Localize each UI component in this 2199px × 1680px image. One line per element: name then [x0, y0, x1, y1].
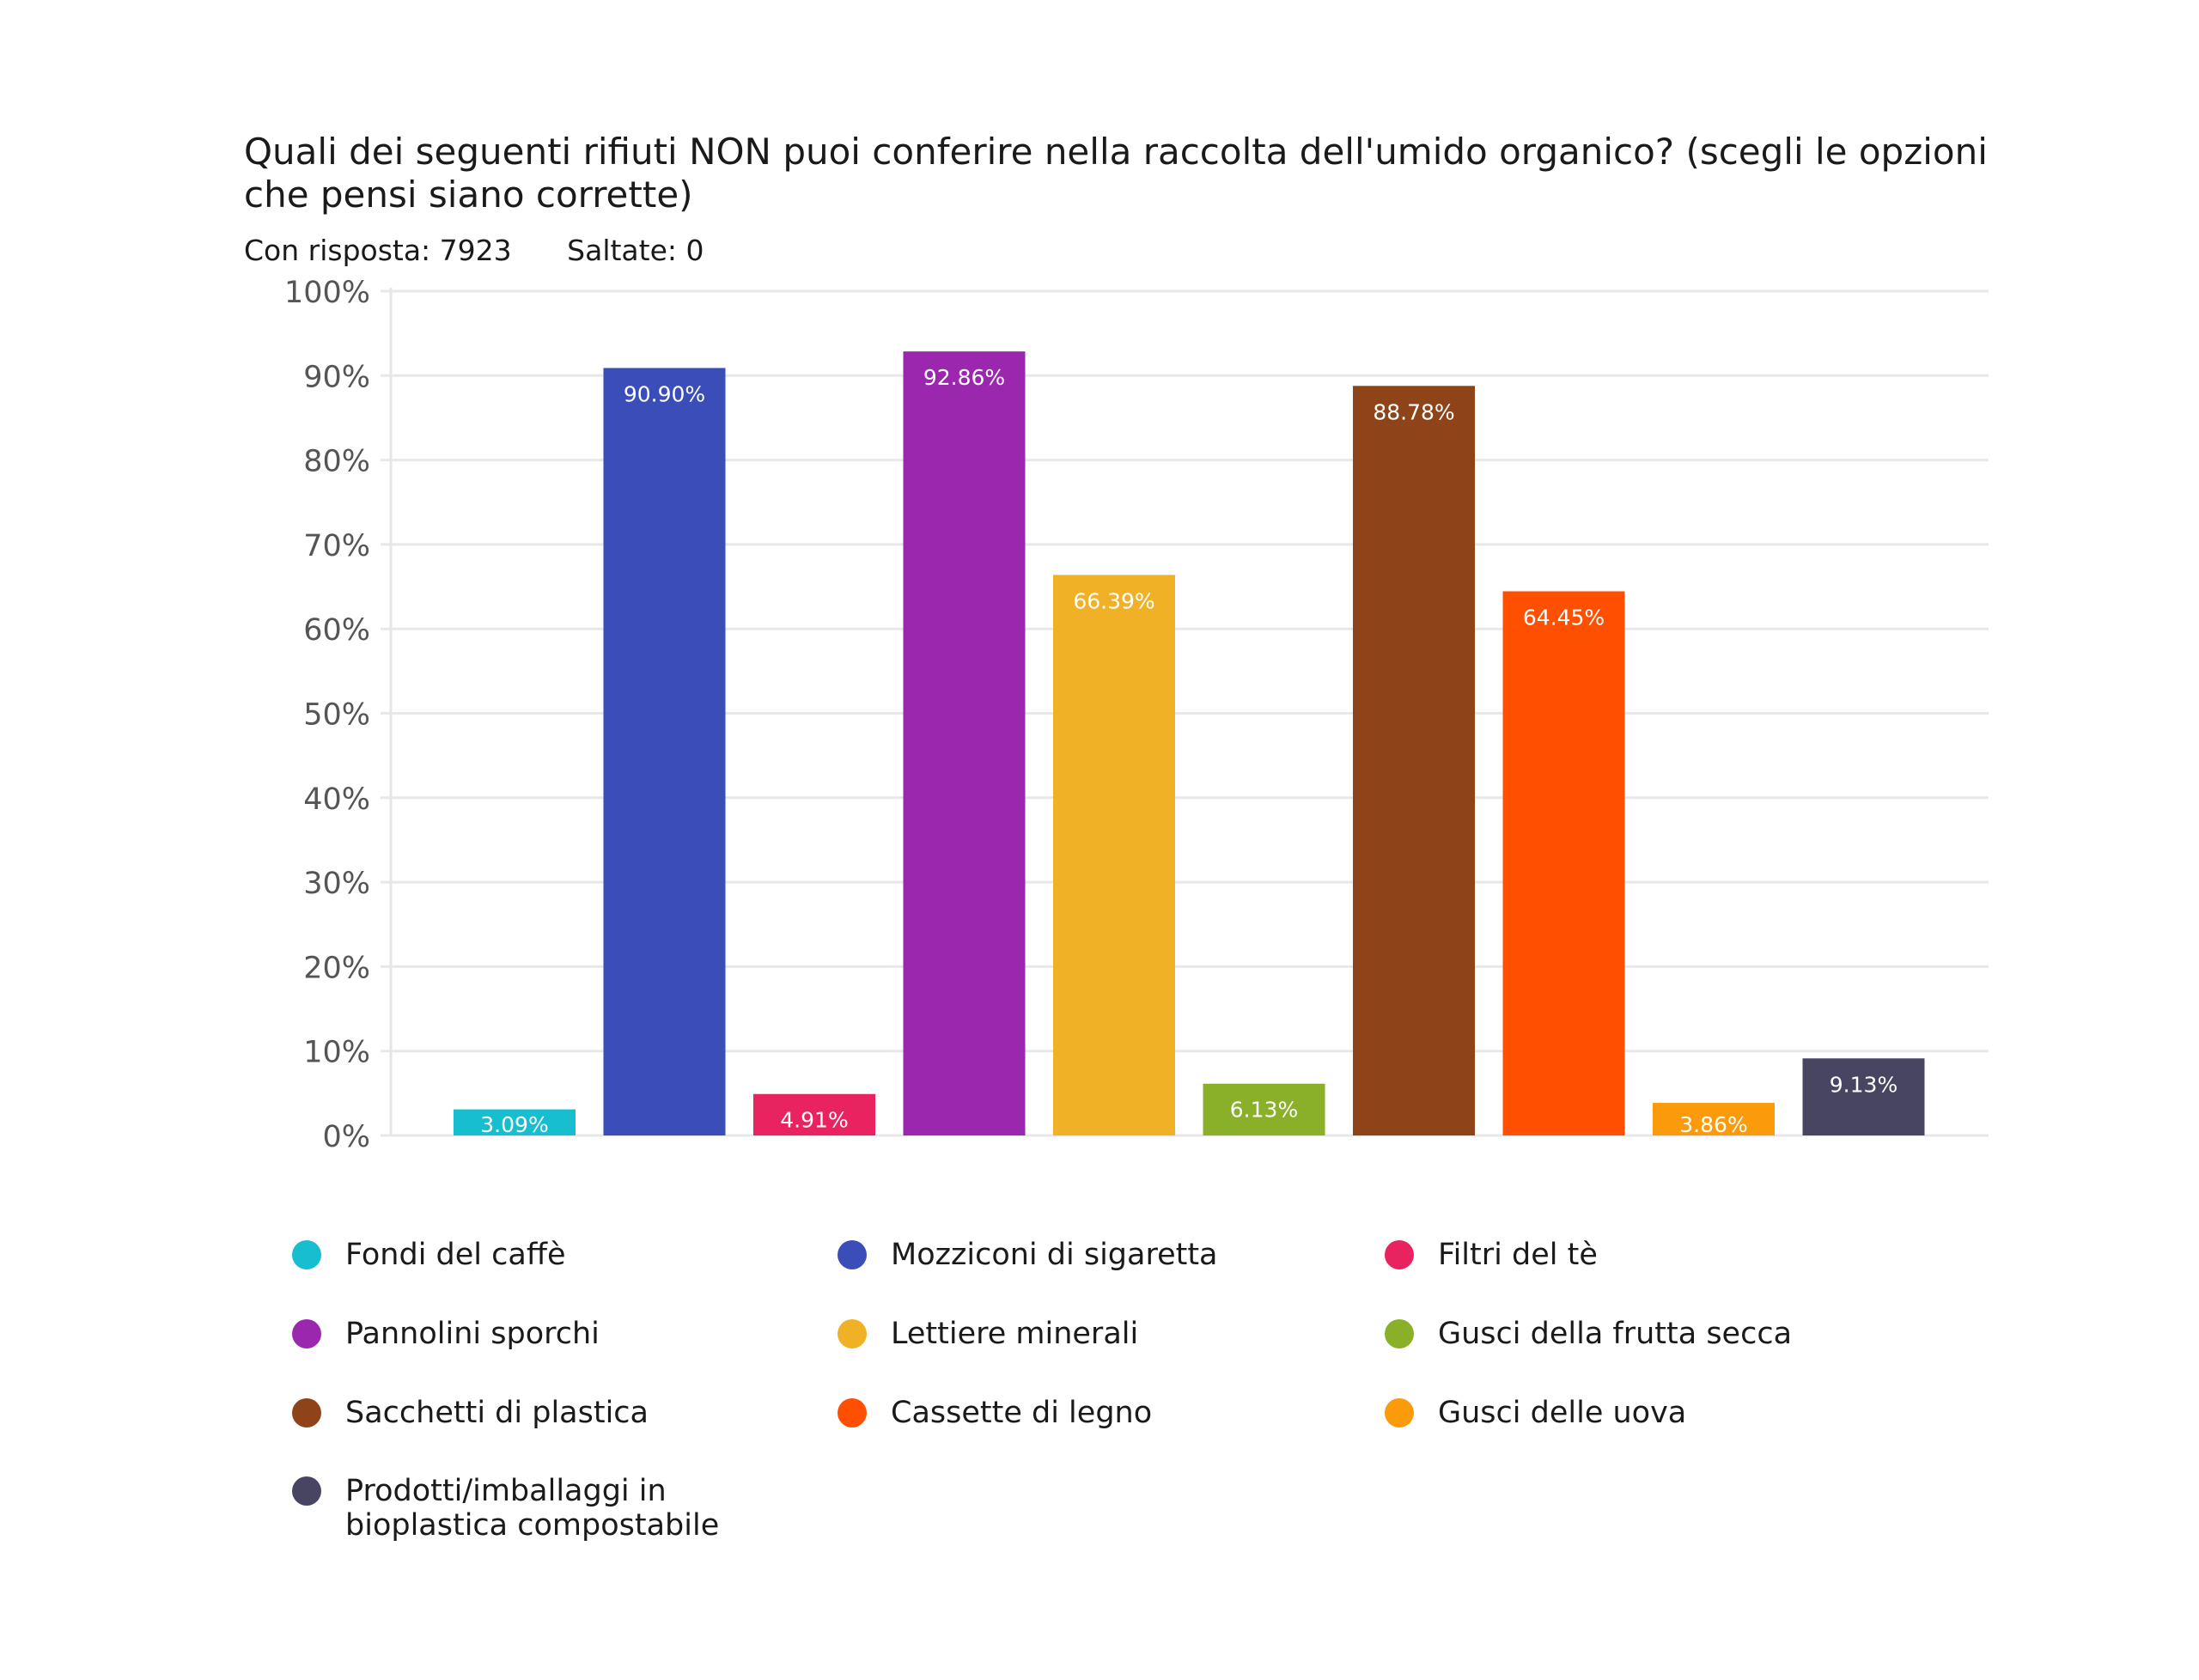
- bar[interactable]: [753, 1093, 875, 1135]
- legend-item[interactable]: Prodotti/imballaggi in bioplastica compos…: [292, 1474, 792, 1543]
- legend-label: Sacchetti di plastica: [345, 1396, 792, 1430]
- legend-label: Gusci della frutta secca: [1438, 1317, 1885, 1351]
- bar-data-label: 66.39%: [1073, 588, 1154, 613]
- legend-dot-icon: [292, 1240, 321, 1269]
- legend-label: Prodotti/imballaggi in bioplastica compos…: [345, 1474, 792, 1543]
- legend-dot-icon: [838, 1398, 867, 1427]
- y-tick-label: 40%: [303, 782, 370, 817]
- bar-data-label: 4.91%: [780, 1108, 848, 1133]
- legend-dot-icon: [292, 1398, 321, 1427]
- legend-dot-icon: [292, 1319, 321, 1348]
- legend-dot-icon: [838, 1319, 867, 1348]
- y-axis-ticks: 0% 10% 20% 30% 40% 50% 60% 70% 80% 90% 100%: [284, 276, 370, 1154]
- legend-label: Cassette di legno: [891, 1396, 1337, 1430]
- bar[interactable]: [1053, 575, 1175, 1135]
- bar-data-label: 6.13%: [1230, 1098, 1298, 1123]
- answered-count: Con risposta: 7923: [244, 234, 512, 267]
- legend-dot-icon: [292, 1476, 321, 1506]
- legend-item[interactable]: Fondi del caffè: [292, 1238, 792, 1272]
- legend-dot-icon: [1385, 1240, 1414, 1269]
- legend-label-line: Gusci delle uova: [1438, 1396, 1687, 1430]
- bar[interactable]: [1653, 1103, 1775, 1135]
- legend-dot-icon: [1385, 1398, 1414, 1427]
- legend-label-line: Fondi del caffè: [345, 1238, 566, 1272]
- bar-labels: 3.09% 90.90% 4.91% 92.86% 66.39% 6.13% 88.78% 6…: [480, 365, 1897, 1137]
- y-tick-label: 60%: [303, 613, 370, 648]
- bar[interactable]: [903, 351, 1026, 1136]
- legend-item[interactable]: Cassette di legno: [838, 1396, 1337, 1430]
- legend-label: Pannolini sporchi: [345, 1317, 792, 1351]
- legend-item[interactable]: Sacchetti di plastica: [292, 1396, 792, 1430]
- legend-item[interactable]: Filtri del tè: [1385, 1238, 1885, 1272]
- legend-item[interactable]: Pannolini sporchi: [292, 1317, 792, 1351]
- bar-data-label: 3.09%: [480, 1112, 548, 1137]
- legend-label: Mozziconi di sigaretta: [891, 1238, 1337, 1272]
- y-tick-label: 10%: [303, 1036, 370, 1070]
- legend-label: Gusci delle uova: [1438, 1396, 1885, 1430]
- legend-label-line: Lettiere minerali: [891, 1317, 1139, 1351]
- bar-chart: 0% 10% 20% 30% 40% 50% 60% 70% 80% 90% 100% 3.09% 9…: [284, 276, 1989, 1154]
- legend-label-line: Filtri del tè: [1438, 1238, 1598, 1272]
- legend-label-line: bioplastica compostabile: [345, 1508, 720, 1543]
- legend-label-line: Mozziconi di sigaretta: [891, 1238, 1218, 1272]
- bar-data-label: 9.13%: [1830, 1072, 1897, 1097]
- bar-data-label: 92.86%: [923, 365, 1005, 390]
- legend-item[interactable]: Mozziconi di sigaretta: [838, 1238, 1337, 1272]
- y-tick-label: 80%: [303, 445, 370, 479]
- bar-data-label: 90.90%: [624, 381, 705, 406]
- bars: [454, 351, 1925, 1136]
- bar[interactable]: [1203, 1083, 1325, 1135]
- y-tick-label: 20%: [303, 951, 370, 985]
- bar[interactable]: [454, 1109, 576, 1135]
- legend-label-line: Gusci della frutta secca: [1438, 1317, 1793, 1351]
- legend-label-line: Pannolini sporchi: [345, 1317, 600, 1351]
- legend-label-line: Cassette di legno: [891, 1396, 1153, 1430]
- legend-item[interactable]: Gusci della frutta secca: [1385, 1317, 1885, 1351]
- legend-label-line: Sacchetti di plastica: [345, 1396, 649, 1430]
- legend-item[interactable]: Gusci delle uova: [1385, 1396, 1885, 1430]
- legend-label-line: Prodotti/imballaggi in: [345, 1474, 667, 1508]
- y-tick-label: 90%: [303, 360, 370, 394]
- bar[interactable]: [603, 368, 726, 1135]
- legend-item[interactable]: Lettiere minerali: [838, 1317, 1337, 1351]
- bar[interactable]: [1502, 591, 1625, 1135]
- bar[interactable]: [1353, 386, 1475, 1135]
- y-tick-label: 70%: [303, 529, 370, 563]
- bar-data-label: 3.86%: [1679, 1112, 1747, 1137]
- response-stats: Con risposta: 7923 Saltate: 0: [244, 232, 751, 270]
- y-tick-label: 0%: [322, 1120, 370, 1154]
- bar[interactable]: [1802, 1058, 1925, 1135]
- skipped-count: Saltate: 0: [567, 234, 704, 267]
- legend-label: Fondi del caffè: [345, 1238, 792, 1272]
- legend-label: Filtri del tè: [1438, 1238, 1885, 1272]
- chart-title: Quali dei seguenti rifiuti NON puoi conf…: [244, 131, 1988, 216]
- bar-data-label: 88.78%: [1373, 399, 1454, 424]
- y-tick-label: 100%: [284, 276, 370, 310]
- bar-data-label: 64.45%: [1523, 605, 1605, 630]
- legend-dot-icon: [838, 1240, 867, 1269]
- y-tick-label: 30%: [303, 867, 370, 901]
- legend-label: Lettiere minerali: [891, 1317, 1337, 1351]
- y-tick-label: 50%: [303, 698, 370, 733]
- legend-dot-icon: [1385, 1319, 1414, 1348]
